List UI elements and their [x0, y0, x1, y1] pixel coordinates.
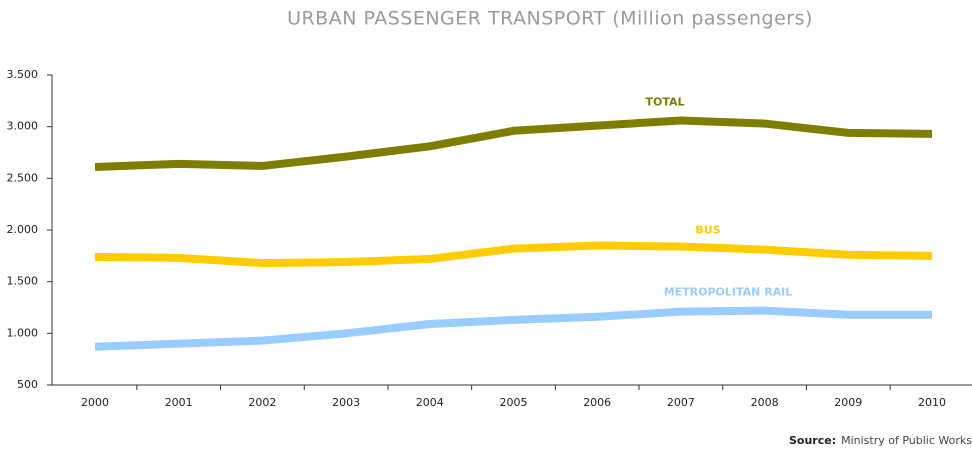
x-tick-label: 2004: [416, 396, 444, 409]
x-tick-label: 2006: [583, 396, 611, 409]
y-tick-label: 3.500: [7, 68, 39, 81]
y-tick-label: 500: [17, 378, 38, 391]
source: Source: Ministry of Public Works: [789, 434, 972, 447]
x-tick-label: 2009: [834, 396, 862, 409]
x-tick-label: 2001: [165, 396, 193, 409]
source-label: Source:: [789, 434, 836, 447]
x-tick-label: 2005: [500, 396, 528, 409]
y-tick-label: 1.000: [7, 326, 39, 339]
series-label: TOTAL: [645, 95, 684, 108]
y-tick-label: 2.000: [7, 223, 39, 236]
x-tick-label: 2007: [667, 396, 695, 409]
y-tick-label: 1.500: [7, 275, 39, 288]
series-line: [94, 241, 933, 268]
x-tick-label: 2010: [918, 396, 946, 409]
x-tick-label: 2008: [751, 396, 779, 409]
series-line: [94, 306, 932, 351]
series-label: BUS: [695, 224, 720, 237]
source-text: Ministry of Public Works: [841, 434, 972, 447]
y-tick-label: 3.000: [7, 120, 39, 133]
x-tick-label: 2002: [248, 396, 276, 409]
series-line: [94, 116, 933, 171]
chart-title: URBAN PASSENGER TRANSPORT (Million passe…: [287, 8, 813, 30]
y-tick-label: 2.500: [7, 171, 39, 184]
x-tick-label: 2003: [332, 396, 360, 409]
series-label: METROPOLITAN RAIL: [664, 286, 793, 299]
x-tick-label: 2000: [81, 396, 109, 409]
